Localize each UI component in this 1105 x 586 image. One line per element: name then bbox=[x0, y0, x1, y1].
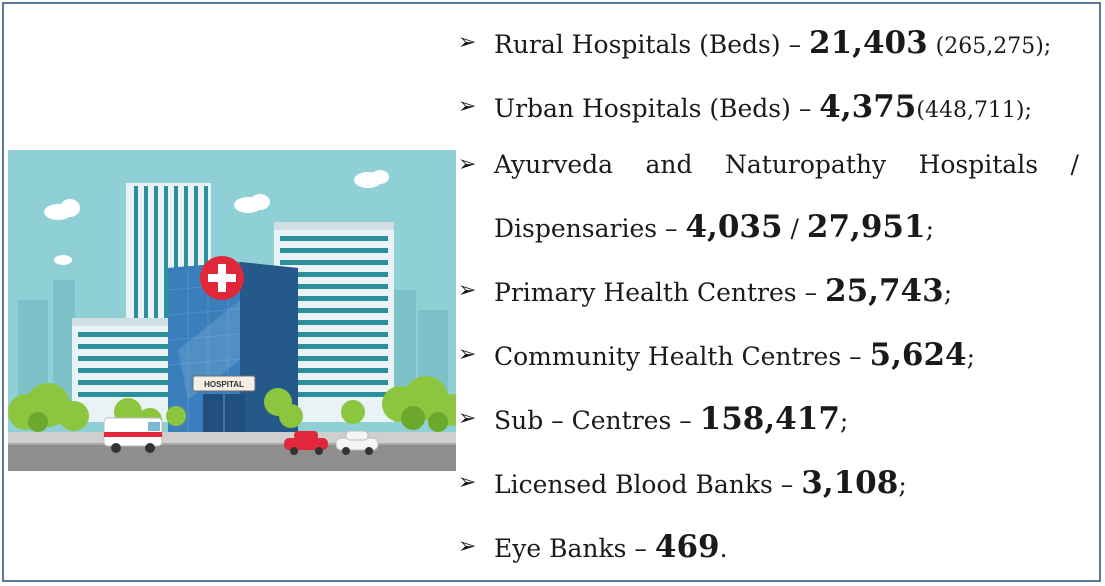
arrow-bullet-icon: ➢ bbox=[458, 94, 477, 119]
item-label-line1: Ayurveda and Naturopathy Hospitals / bbox=[494, 150, 1079, 179]
ambulance-icon bbox=[103, 417, 163, 453]
item-extra: (448,711); bbox=[916, 98, 1032, 123]
arrow-bullet-icon: ➢ bbox=[458, 278, 477, 303]
item-value: 158,417 bbox=[699, 401, 840, 437]
red-cross-icon bbox=[200, 256, 244, 300]
item-label: Sub – Centres – bbox=[494, 406, 692, 435]
item-suffix: . bbox=[719, 534, 728, 563]
arrow-bullet-icon: ➢ bbox=[458, 342, 477, 367]
item-label: Licensed Blood Banks – bbox=[494, 470, 794, 499]
item-value: 25,743 bbox=[825, 273, 944, 309]
list-item-ayurveda: ➢ Ayurveda and Naturopathy Hospitals / bbox=[454, 140, 1079, 190]
item-separator: / bbox=[790, 214, 799, 243]
item-value: 4,375 bbox=[819, 89, 917, 125]
item-suffix: ; bbox=[943, 278, 953, 307]
item-suffix: ; bbox=[839, 406, 849, 435]
hospital-illustration: HOSPITAL bbox=[8, 150, 456, 471]
item-label: Dispensaries – bbox=[494, 214, 678, 243]
list-item-ayurveda-line2: Dispensaries – 4,035 / 27,951; bbox=[454, 202, 1074, 252]
item-value: 4,035 bbox=[685, 209, 783, 245]
item-value: 21,403 bbox=[809, 25, 928, 61]
red-car-icon bbox=[284, 431, 328, 455]
item-suffix: ; bbox=[898, 470, 907, 499]
white-car-icon bbox=[335, 430, 379, 455]
arrow-bullet-icon: ➢ bbox=[458, 30, 477, 55]
item-suffix: ; bbox=[925, 214, 934, 243]
item-value: 469 bbox=[654, 529, 720, 565]
list-item-community-health-centres: ➢ Community Health Centres – 5,624; bbox=[454, 330, 1074, 380]
arrow-bullet-icon: ➢ bbox=[458, 152, 477, 177]
list-item-primary-health-centres: ➢ Primary Health Centres – 25,743; bbox=[454, 266, 1074, 316]
list-item-rural-hospitals: ➢ Rural Hospitals (Beds) – 21,403 (265,2… bbox=[454, 18, 1074, 68]
arrow-bullet-icon: ➢ bbox=[458, 534, 477, 559]
list-item-blood-banks: ➢ Licensed Blood Banks – 3,108; bbox=[454, 458, 1074, 508]
item-extra: (265,275); bbox=[935, 34, 1052, 59]
item-value: 5,624 bbox=[869, 337, 967, 373]
list-item-sub-centres: ➢ Sub – Centres – 158,417; bbox=[454, 394, 1074, 444]
list-item-eye-banks: ➢ Eye Banks – 469. bbox=[454, 522, 1074, 572]
list-item-urban-hospitals: ➢ Urban Hospitals (Beds) – 4,375(448,711… bbox=[454, 82, 1074, 132]
item-label: Primary Health Centres – bbox=[494, 278, 818, 307]
hospital-sign-text: HOSPITAL bbox=[204, 380, 244, 389]
arrow-bullet-icon: ➢ bbox=[458, 470, 477, 495]
item-label: Urban Hospitals (Beds) – bbox=[494, 94, 812, 123]
item-value: 3,108 bbox=[801, 465, 899, 501]
item-label: Community Health Centres – bbox=[494, 342, 862, 371]
item-value-2: 27,951 bbox=[806, 209, 926, 245]
arrow-bullet-icon: ➢ bbox=[458, 406, 477, 431]
item-suffix: ; bbox=[966, 342, 976, 371]
item-label: Eye Banks – bbox=[494, 534, 647, 563]
item-label: Rural Hospitals (Beds) – bbox=[494, 30, 802, 59]
